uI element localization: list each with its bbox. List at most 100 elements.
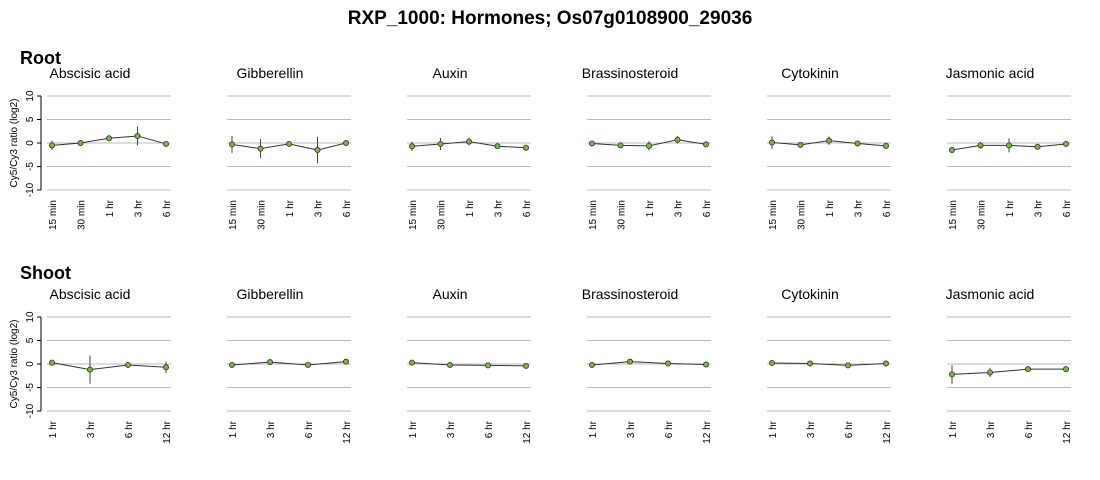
x-tick-label: 3 hr — [806, 420, 817, 438]
panel-shoot-auxin: Auxin 1 hr 3 hr 6 hr 12 hr — [407, 286, 533, 444]
panel-root-brassinosteroid: Brassinosteroid 15 min 30 min 1 hr 3 hr 6 hr — [582, 65, 713, 230]
y-axis-label: Cy5/Cy3 ratio (log2) — [9, 320, 20, 409]
data-point — [342, 358, 349, 365]
data-point — [266, 359, 273, 366]
x-tick-label: 30 min — [77, 200, 88, 230]
data-point — [845, 362, 852, 369]
panel-root-jasmonic-acid: Jasmonic acid 15 min 30 min 1 hr 3 hr 6 hr — [946, 65, 1073, 230]
data-point — [987, 369, 994, 376]
y-tick-label: -5 — [25, 162, 36, 171]
data-point — [674, 136, 681, 143]
x-tick-label: 12 hr — [702, 420, 713, 443]
data-point — [446, 361, 453, 368]
y-axis-label: Cy5/Cy3 ratio (log2) — [9, 99, 20, 188]
data-point — [257, 145, 264, 152]
data-point — [134, 132, 141, 139]
x-tick-label: 3 hr — [854, 199, 865, 217]
x-tick-label: 3 hr — [986, 420, 997, 438]
x-tick-label: 6 hr — [664, 420, 675, 438]
data-point — [342, 139, 349, 146]
data-point — [465, 138, 472, 145]
x-tick-label: 15 min — [588, 200, 599, 230]
data-point — [617, 142, 624, 149]
data-point — [49, 359, 56, 366]
chart-title: RXP_1000: Hormones; Os07g0108900_29036 — [347, 8, 753, 29]
data-point — [883, 142, 890, 149]
data-point — [1006, 142, 1013, 149]
x-tick-label: 6 hr — [702, 199, 713, 217]
data-point — [1063, 140, 1070, 147]
data-point — [523, 362, 530, 369]
data-point — [125, 361, 132, 368]
panel-root-cytokinin: Cytokinin 15 min 30 min 1 hr 3 hr 6 hr — [767, 65, 893, 230]
x-tick-label: 12 hr — [162, 420, 173, 443]
x-tick-label: 6 hr — [484, 420, 495, 438]
data-point — [807, 360, 814, 367]
x-tick-label: 3 hr — [314, 199, 325, 217]
panel-title: Brassinosteroid — [582, 286, 679, 302]
data-point — [162, 140, 169, 147]
x-tick-label: 6 hr — [882, 199, 893, 217]
x-tick-label: 1 hr — [285, 199, 296, 217]
x-tick-label: 1 hr — [105, 199, 116, 217]
panel-shoot-cytokinin: Cytokinin 1 hr 3 hr 6 hr 12 hr — [767, 286, 893, 444]
x-tick-label: 15 min — [228, 200, 239, 230]
data-point — [437, 140, 444, 147]
data-point — [854, 140, 861, 147]
x-tick-label: 3 hr — [446, 420, 457, 438]
data-point — [228, 141, 235, 148]
panel-title: Jasmonic acid — [946, 65, 1035, 81]
x-tick-label: 15 min — [48, 200, 59, 230]
panel-root-abscisic-acid: Abscisic acid 15 min 30 min 1 hr 3 hr 6 hr — [47, 65, 173, 230]
x-tick-label: 3 hr — [86, 420, 97, 438]
data-point — [408, 359, 415, 366]
x-tick-label: 30 min — [617, 200, 628, 230]
x-tick-label: 3 hr — [494, 199, 505, 217]
x-tick-label: 1 hr — [465, 199, 476, 217]
data-point — [826, 137, 833, 144]
data-point — [769, 360, 776, 367]
data-point — [977, 142, 984, 149]
data-point — [408, 143, 415, 150]
section-title-root: Root — [20, 48, 61, 68]
series-line — [411, 362, 527, 367]
panel-shoot-brassinosteroid: Brassinosteroid 1 hr 3 hr 6 hr 12 hr — [582, 286, 713, 444]
x-tick-label: 1 hr — [768, 420, 779, 438]
data-point — [1063, 366, 1070, 373]
x-tick-label: 1 hr — [588, 420, 599, 438]
series-line — [51, 362, 167, 371]
data-point — [703, 361, 710, 368]
data-point — [949, 147, 956, 154]
x-tick-label: 1 hr — [1005, 199, 1016, 217]
series-line — [591, 361, 707, 366]
x-tick-label: 6 hr — [304, 420, 315, 438]
x-tick-label: 6 hr — [162, 199, 173, 217]
panel-root-gibberellin: Gibberellin 15 min 30 min 1 hr 3 hr 6 hr — [227, 65, 353, 230]
panel-title: Cytokinin — [781, 65, 839, 81]
x-tick-label: 12 hr — [342, 420, 353, 443]
x-tick-label: 6 hr — [1062, 199, 1073, 217]
data-point — [87, 366, 94, 373]
y-tick-label: 0 — [25, 140, 36, 146]
data-point — [1034, 143, 1041, 150]
y-tick-label: -10 — [25, 182, 36, 197]
x-tick-label: 3 hr — [626, 420, 637, 438]
x-tick-label: 15 min — [768, 200, 779, 230]
data-point — [228, 361, 235, 368]
panel-shoot-jasmonic-acid: Jasmonic acid 1 hr 3 hr 6 hr 12 hr — [946, 286, 1073, 444]
section-title-shoot: Shoot — [20, 263, 71, 283]
x-tick-label: 1 hr — [825, 199, 836, 217]
data-point — [589, 140, 596, 147]
data-point — [589, 361, 596, 368]
data-point — [285, 140, 292, 147]
panel-title: Brassinosteroid — [582, 65, 679, 81]
data-point — [304, 361, 311, 368]
data-point — [106, 135, 113, 142]
x-tick-label: 1 hr — [228, 420, 239, 438]
y-tick-label: -5 — [25, 383, 36, 392]
data-point — [883, 360, 890, 367]
data-point — [523, 144, 530, 151]
x-tick-label: 3 hr — [674, 199, 685, 217]
panel-title: Jasmonic acid — [946, 286, 1035, 302]
